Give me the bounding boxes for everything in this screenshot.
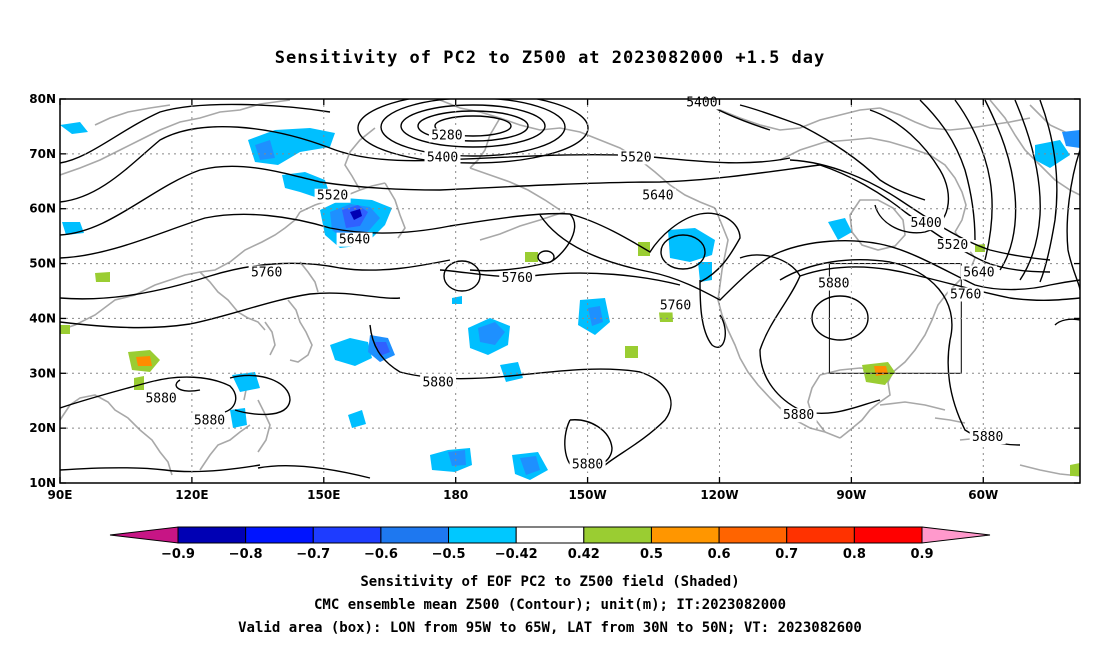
lat-tick-label: 40N [29,311,56,325]
contour-label: 5280 [431,128,462,143]
contour-label-bg [428,128,465,143]
lon-tick-label: 150W [568,488,606,502]
sensitivity-map: 5400 5280 5400 5520 5520 5640 5640 5400 5520 5640… [29,92,1081,562]
contour-label: 5880 [145,392,176,407]
caption-valid-area: Valid area (box): LON from 95W to 65W, L… [238,620,862,636]
contour-label-bg [420,375,457,390]
colorbar-segment [448,526,517,544]
colorbar-segment [786,526,855,544]
colorbar-label: −0.7 [296,547,330,562]
contour-label-bg [657,298,694,313]
contour-label-bg [336,232,373,247]
contour-label: 5880 [783,408,814,423]
colorbar-segment [380,526,450,544]
colorbar: −0.9 −0.8 −0.7 −0.6 −0.5 −0.42 0.42 0.5 0.6 0.7 0.… [109,526,991,562]
contour-label-bg [934,238,971,253]
colorbar-segment [515,526,585,544]
contour-label-bg [424,150,461,165]
contour-label: 5880 [572,458,603,473]
lon-tick-label: 60W [968,488,998,502]
contour-label: 5400 [686,95,717,110]
contour-label: 5400 [427,150,458,165]
lon-tick-label: 120W [700,488,738,502]
lon-tick-label: 120E [175,488,208,502]
colorbar-segment [650,526,720,544]
colorbar-max-triangle [921,526,991,544]
contour-label: 5880 [422,375,453,390]
lon-tick-label: 90W [836,488,866,502]
colorbar-segment [853,526,923,544]
caption-shaded: Sensitivity of EOF PC2 to Z500 field (Sh… [360,574,740,590]
colorbar-label: 0.5 [640,547,663,562]
colorbar-segment [718,526,788,544]
contour-label: 5640 [963,266,994,281]
contour-label-bg [499,271,536,286]
contour-label: 5520 [620,150,651,165]
map-frame [59,98,1081,484]
contour-label: 5880 [818,277,849,292]
z500-contours [60,99,1080,479]
colorbar-label: 0.8 [843,547,866,562]
colorbar-label: 0.7 [775,547,798,562]
caption-contour: CMC ensemble mean Z500 (Contour); unit(m… [313,597,786,613]
contour-label-bg [947,287,984,302]
lat-tick-label: 10N [29,476,56,490]
colorbar-segment [245,526,314,544]
contour-label-bg [248,265,285,280]
axis-ticks: 90E 120E 150E 180 150W 120W 90W 60W 80N 70N 60N 50N… [29,92,1080,502]
contour-label: 5520 [317,189,348,204]
lat-tick-label: 80N [29,92,56,106]
colorbar-segment [583,526,652,544]
contour-label: 5760 [950,287,981,302]
contour-label: 5640 [642,189,673,204]
colorbar-label: 0.9 [910,547,933,562]
contour-label: 5880 [194,414,225,429]
lat-tick-label: 50N [29,257,56,271]
lat-tick-label: 70N [29,147,56,161]
contour-label: 5760 [251,266,282,281]
contour-label: 5760 [502,271,533,286]
colorbar-label: −0.5 [432,547,466,562]
colorbar-label: 0.42 [568,547,600,562]
colorbar-label: −0.9 [161,547,195,562]
contour-label-bg [969,430,1006,445]
contour-labels: 5400 5280 5400 5520 5520 5640 5640 5400 5520 5640… [143,95,1006,473]
contour-label-bg [191,413,228,428]
contour-label: 5760 [660,298,691,313]
contour-label-bg [908,216,945,231]
contour-label-bg [314,188,351,203]
lon-tick-label: 90E [48,488,73,502]
colorbar-segment [312,526,382,544]
contour-label: 5880 [972,430,1003,445]
lat-tick-label: 20N [29,421,56,435]
contour-label-bg [639,188,676,203]
contour-label-bg [960,265,997,280]
lat-tick-label: 60N [29,202,56,216]
plot-title: Sensitivity of PC2 to Z500 at 2023082000… [274,48,826,68]
colorbar-label: −0.6 [364,547,398,562]
colorbar-label: 0.6 [708,547,731,562]
contour-label-bg [617,150,654,165]
contour-label-bg [780,408,817,423]
lon-tick-label: 180 [443,488,468,502]
lon-tick-label: 150E [307,488,340,502]
map-background [60,99,1080,483]
colorbar-min-triangle [109,526,179,544]
colorbar-label: −0.8 [229,547,263,562]
colorbar-label: −0.42 [495,547,538,562]
contour-label: 5400 [910,216,941,231]
lat-tick-label: 30N [29,366,56,380]
contour-label-bg [815,276,852,291]
contour-label-bg [569,457,606,472]
contour-label: 5640 [339,233,370,248]
colorbar-segment [177,526,247,544]
coastlines [60,99,1080,477]
contour-label-bg [143,391,180,406]
contour-label: 5520 [937,238,968,253]
